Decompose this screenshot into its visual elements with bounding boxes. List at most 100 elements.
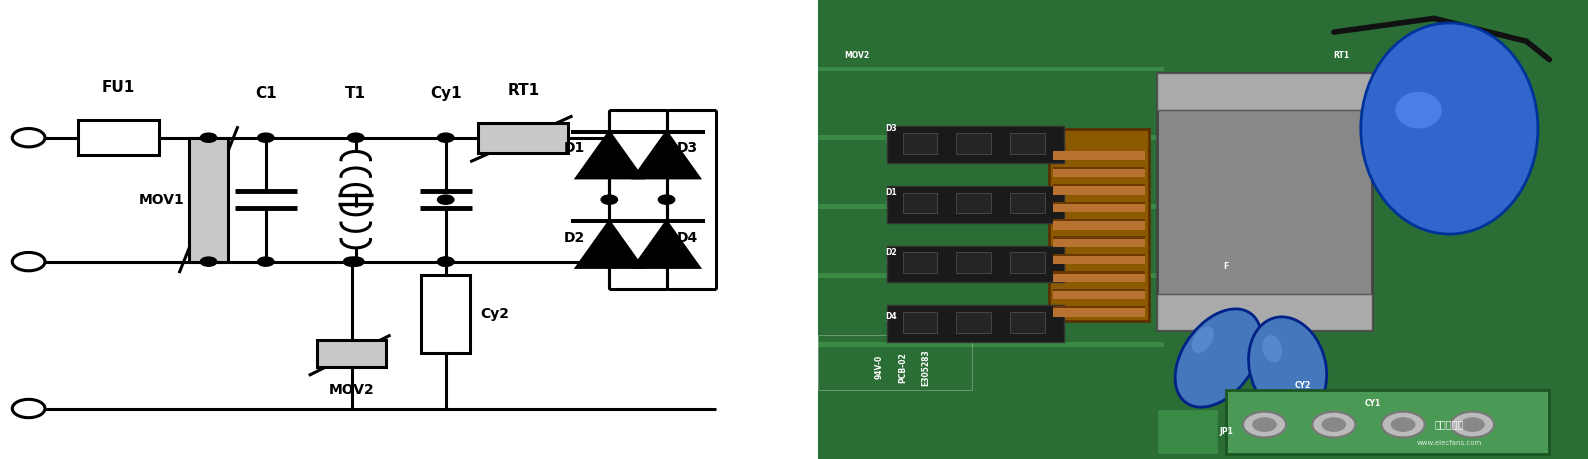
Bar [1053,236,1145,239]
Circle shape [1321,417,1347,432]
Bar [1010,133,1045,154]
Bar [1010,312,1045,333]
Bar [1156,409,1218,454]
Bar [1053,219,1145,221]
Bar [956,252,991,273]
Bar [1053,204,1145,212]
Bar [1053,256,1145,264]
Bar [1053,186,1145,195]
Circle shape [1391,417,1415,432]
Ellipse shape [1248,317,1326,418]
Bar [1156,73,1372,110]
Circle shape [348,257,364,266]
Circle shape [602,195,618,204]
Bar [902,252,937,273]
Bar [1053,291,1145,299]
Bar [1053,308,1145,317]
Circle shape [343,257,360,266]
Bar [1156,294,1372,330]
Circle shape [1382,412,1424,437]
Ellipse shape [1361,23,1537,234]
Polygon shape [576,221,643,268]
Text: 电子发烧友: 电子发烧友 [1434,420,1464,430]
Circle shape [438,257,454,266]
Bar [1053,202,1145,204]
Bar [1053,169,1145,177]
Ellipse shape [1193,326,1213,353]
Text: CY2: CY2 [1294,381,1312,390]
Polygon shape [634,221,700,268]
Circle shape [348,133,364,142]
Text: JP1: JP1 [1220,427,1232,436]
Text: www.elecfans.com: www.elecfans.com [1416,440,1482,446]
Text: D1: D1 [564,141,584,155]
Text: Cy2: Cy2 [480,308,510,321]
Bar [1053,184,1145,186]
Circle shape [1459,417,1485,432]
Text: D2: D2 [885,248,897,257]
Bar [1053,274,1145,282]
Text: MOV2: MOV2 [329,383,375,397]
Bar [956,133,991,154]
Text: 94V-0: 94V-0 [875,355,885,379]
Polygon shape [634,132,700,178]
Bar [902,312,937,333]
Bar [1010,252,1045,273]
Circle shape [438,257,454,266]
Text: D4: D4 [885,312,897,321]
Bar [1048,129,1150,321]
Text: D3: D3 [676,141,697,155]
Bar [888,126,1064,163]
Text: RT1: RT1 [1334,50,1350,60]
Circle shape [200,133,216,142]
Bar [1053,306,1145,308]
Bar [1226,390,1550,454]
Text: PCB-02: PCB-02 [899,352,907,382]
Bar [1010,193,1045,213]
Circle shape [257,133,275,142]
Text: C1: C1 [256,86,276,101]
Text: MOV1: MOV1 [140,193,184,207]
Bar [818,335,972,390]
Bar [902,193,937,213]
Bar [956,312,991,333]
Bar [818,135,1164,140]
Bar [1053,151,1145,160]
Circle shape [257,257,275,266]
Text: E305283: E305283 [921,349,931,386]
Bar [421,275,470,353]
Circle shape [438,195,454,204]
Polygon shape [576,132,643,178]
Circle shape [438,133,454,142]
Circle shape [1243,412,1286,437]
Text: T1: T1 [345,86,367,101]
Text: D2: D2 [564,230,584,245]
Bar [1053,221,1145,230]
Text: FU1: FU1 [102,80,135,95]
Circle shape [1451,412,1494,437]
Bar [818,273,1164,278]
Ellipse shape [1175,309,1261,407]
Bar [478,123,569,152]
Bar [189,138,229,262]
Circle shape [1312,412,1356,437]
Text: RT1: RT1 [507,83,540,98]
Ellipse shape [1262,335,1282,363]
Circle shape [1253,417,1277,432]
Text: CY1: CY1 [1364,399,1380,409]
Bar [1053,239,1145,247]
Text: MOV2: MOV2 [843,50,869,60]
Text: D4: D4 [676,230,697,245]
Bar [956,193,991,213]
Bar [818,204,1164,209]
Bar [818,67,1164,71]
Bar [1053,254,1145,256]
Text: Cy1: Cy1 [430,86,462,101]
Bar [888,305,1064,342]
Bar [888,186,1064,223]
Circle shape [659,195,675,204]
Text: D3: D3 [885,124,897,133]
Text: D1: D1 [885,188,897,197]
Bar [902,133,937,154]
Bar [1156,73,1372,330]
